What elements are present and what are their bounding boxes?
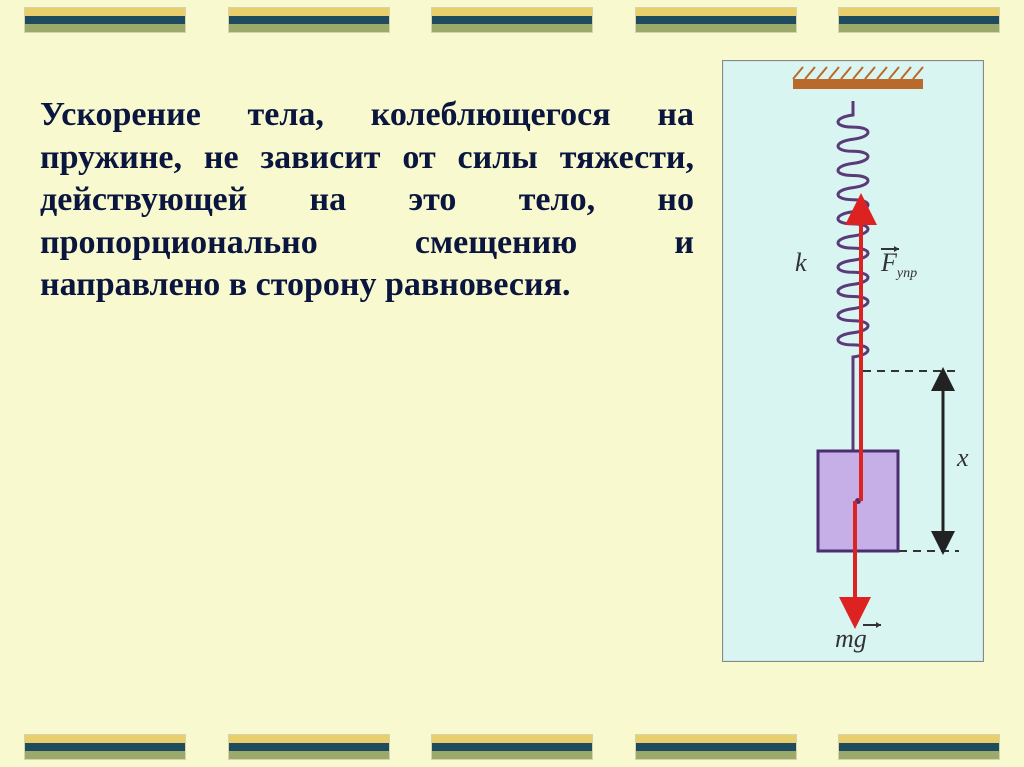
border-segment [228, 734, 390, 760]
label-mg: mg [835, 624, 867, 653]
border-segment [838, 734, 1000, 760]
label-k: k [795, 248, 807, 277]
border-segment [24, 734, 186, 760]
border-segment [431, 7, 593, 33]
border-segment [228, 7, 390, 33]
border-segment [24, 7, 186, 33]
label-x: x [956, 443, 969, 472]
bottom-border [0, 727, 1024, 767]
physics-slide: Ускорение тела, колеблющегося на пружине… [0, 0, 1024, 767]
spring-icon [838, 101, 868, 371]
top-border [0, 0, 1024, 40]
label-f-upr: Fупр [880, 248, 917, 281]
border-segment [635, 7, 797, 33]
spring-pendulum-diagram: k Fупр x mg [722, 60, 984, 662]
diagram-column: k Fупр x mg [722, 60, 984, 707]
body-paragraph: Ускорение тела, колеблющегося на пружине… [40, 94, 694, 307]
border-segment [838, 7, 1000, 33]
border-segment [635, 734, 797, 760]
text-column: Ускорение тела, колеблющегося на пружине… [40, 60, 722, 707]
content-row: Ускорение тела, колеблющегося на пружине… [40, 60, 984, 707]
border-segment [431, 734, 593, 760]
